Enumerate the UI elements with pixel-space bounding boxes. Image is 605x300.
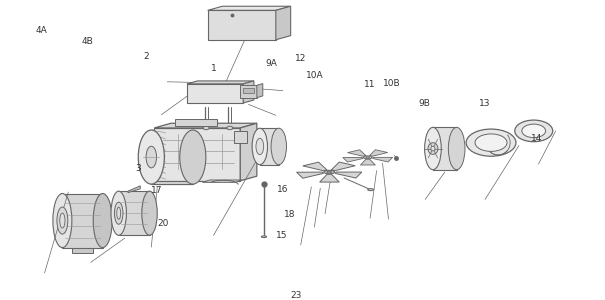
Ellipse shape — [139, 130, 165, 184]
Ellipse shape — [366, 157, 370, 158]
Ellipse shape — [271, 128, 287, 165]
Polygon shape — [187, 84, 243, 103]
Polygon shape — [335, 172, 362, 178]
Polygon shape — [348, 150, 366, 156]
Polygon shape — [243, 88, 254, 93]
Ellipse shape — [142, 191, 157, 235]
Polygon shape — [240, 123, 257, 181]
Ellipse shape — [368, 189, 374, 191]
Polygon shape — [257, 84, 263, 98]
Polygon shape — [260, 128, 279, 165]
Text: 16: 16 — [277, 185, 289, 194]
Polygon shape — [370, 150, 388, 156]
Text: 10B: 10B — [382, 79, 400, 88]
Polygon shape — [119, 191, 149, 235]
Polygon shape — [62, 194, 103, 247]
Ellipse shape — [466, 129, 516, 156]
Polygon shape — [319, 174, 339, 182]
Polygon shape — [240, 85, 257, 98]
Text: 4A: 4A — [36, 26, 47, 35]
Ellipse shape — [252, 128, 267, 165]
Polygon shape — [361, 159, 376, 165]
Polygon shape — [276, 6, 290, 40]
Ellipse shape — [60, 213, 65, 228]
Ellipse shape — [114, 202, 123, 224]
Ellipse shape — [57, 207, 68, 234]
Polygon shape — [332, 162, 355, 171]
Polygon shape — [302, 162, 327, 171]
Text: 9B: 9B — [419, 99, 431, 108]
Ellipse shape — [475, 134, 507, 152]
Polygon shape — [128, 186, 140, 193]
Polygon shape — [234, 131, 247, 143]
Polygon shape — [343, 158, 363, 162]
Text: 14: 14 — [531, 134, 543, 143]
Ellipse shape — [180, 130, 206, 184]
Ellipse shape — [425, 128, 441, 170]
Ellipse shape — [324, 170, 335, 174]
Ellipse shape — [117, 207, 120, 219]
Polygon shape — [187, 81, 254, 84]
Text: 20: 20 — [157, 219, 169, 228]
Ellipse shape — [522, 124, 546, 138]
Polygon shape — [151, 130, 193, 184]
Ellipse shape — [111, 191, 126, 235]
Ellipse shape — [256, 138, 264, 155]
Ellipse shape — [93, 194, 112, 247]
Polygon shape — [208, 10, 276, 40]
Text: 4B: 4B — [82, 37, 94, 46]
Ellipse shape — [53, 194, 72, 247]
Polygon shape — [203, 180, 243, 182]
Text: 12: 12 — [295, 54, 307, 63]
Text: 18: 18 — [284, 210, 296, 219]
Polygon shape — [175, 119, 217, 127]
Ellipse shape — [363, 156, 372, 159]
Text: 2: 2 — [143, 52, 149, 61]
Polygon shape — [73, 248, 93, 253]
Ellipse shape — [146, 146, 157, 168]
Ellipse shape — [515, 120, 553, 142]
Text: 17: 17 — [151, 186, 163, 195]
Text: 10A: 10A — [306, 71, 323, 80]
Text: 23: 23 — [290, 290, 302, 299]
Polygon shape — [154, 128, 240, 181]
Ellipse shape — [261, 236, 267, 238]
Polygon shape — [154, 123, 257, 128]
Ellipse shape — [431, 146, 435, 151]
Text: 13: 13 — [479, 99, 490, 108]
Text: 1: 1 — [211, 64, 217, 73]
Polygon shape — [296, 172, 324, 178]
Ellipse shape — [327, 171, 332, 173]
Polygon shape — [373, 157, 393, 162]
Ellipse shape — [448, 128, 465, 170]
Text: 15: 15 — [276, 231, 287, 240]
Text: 11: 11 — [364, 80, 375, 89]
Text: 3: 3 — [136, 164, 141, 173]
Polygon shape — [208, 6, 290, 10]
Ellipse shape — [428, 143, 438, 154]
Ellipse shape — [227, 126, 233, 130]
Ellipse shape — [203, 126, 209, 130]
Polygon shape — [433, 128, 457, 170]
Text: 9A: 9A — [266, 59, 278, 68]
Polygon shape — [243, 81, 254, 103]
